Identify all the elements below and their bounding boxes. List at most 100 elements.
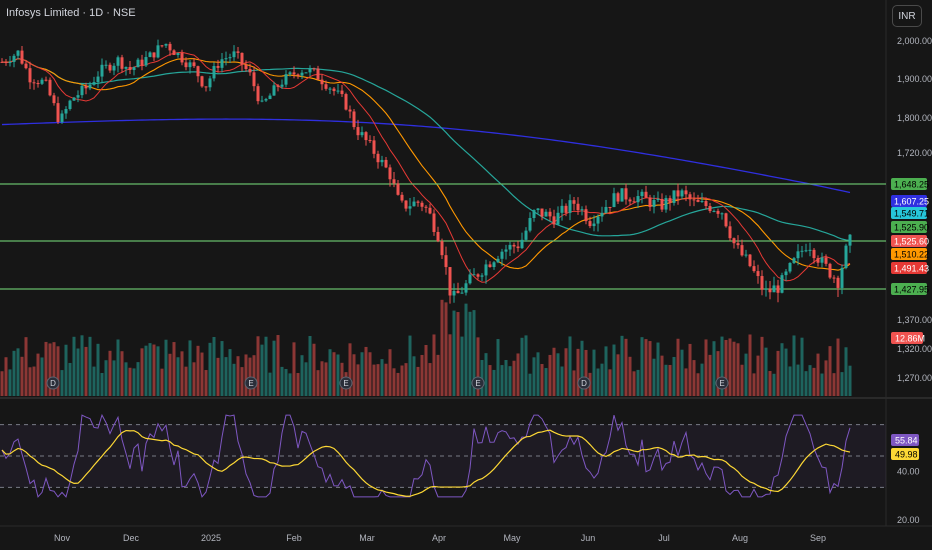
volume-bar [832,373,836,396]
volume-bar [504,359,508,396]
volume-bar [456,312,460,396]
volume-bar [604,346,608,396]
candle-body [808,249,812,251]
volume-bar [380,359,384,396]
candle-body [188,62,192,68]
volume-bar [780,343,784,396]
candle-body [452,290,456,296]
candle-body [144,57,148,66]
volume-bar [64,344,68,396]
volume-bar [188,340,192,396]
volume-bar [768,371,772,396]
event-marker [46,376,60,390]
candle-body [56,103,60,123]
candle-body [788,262,792,272]
candle-body [616,193,620,202]
volume-bar [472,310,476,396]
volume-bar [376,364,380,396]
candle-body [604,206,608,213]
candle-body [396,183,400,195]
volume-bar [600,363,604,396]
candle-body [388,167,392,180]
volume-bar [552,347,556,396]
candle-body [196,66,200,77]
price-badge-label: 1,491.43 [894,264,929,274]
candle-body [76,95,80,98]
time-axis-label: Feb [286,533,302,543]
volume-bar [112,360,116,396]
candle-body [724,213,728,227]
volume-bar [672,356,676,396]
candle-body [296,74,300,76]
candle-body [668,198,672,203]
volume-bar [716,351,720,396]
volume-bar [168,353,172,396]
volume-bar [776,350,780,396]
candle-body [484,264,488,276]
candle-body [812,249,816,259]
candle-body [764,288,768,290]
candle-body [704,201,708,207]
volume-bar [272,340,276,396]
volume-bar [8,369,12,396]
volume-bar [208,342,212,396]
volume-bar [408,335,412,396]
volume-bar [488,365,492,396]
rsi-axis-tick: 40.00 [897,467,920,477]
candle-body [560,205,564,213]
candle-body [268,95,272,100]
candle-body [540,208,544,217]
candle-body [352,111,356,128]
volume-bar [764,347,768,396]
candle-body [264,99,268,101]
candle-body [416,201,420,203]
price-axis-tick: 1,270.00 [897,373,932,383]
candle-body [424,206,428,208]
candle-body [384,159,388,168]
price-axis-tick: 2,000.00 [897,36,932,46]
candle-body [456,290,460,294]
candle-body [600,212,604,217]
candle-body [160,45,164,47]
volume-bar [232,363,236,396]
candle-body [800,250,804,252]
candle-body [16,50,20,56]
price-badge-label: 1,607.25 [894,197,929,207]
candle-body [684,190,688,195]
volume-bar [660,355,664,396]
volume-bar [324,362,328,396]
candle-body [508,244,512,250]
event-marker [339,376,353,390]
time-axis-label: Dec [123,533,140,543]
volume-bar [680,349,684,396]
candle-body [340,90,344,95]
volume-bar [840,372,844,396]
candle-body [488,264,492,268]
volume-bar [692,360,696,396]
volume-bar [724,339,728,396]
candle-body [756,271,760,277]
candle-body [360,132,364,136]
candle-body [700,201,704,203]
candle-body [100,64,104,77]
candle-body [580,209,584,211]
candle-body [548,211,552,217]
candle-body [636,196,640,203]
candle-body [224,58,228,60]
candle-body [480,275,484,277]
price-badge [891,283,927,295]
volume-bar [156,346,160,396]
volume-bar [404,363,408,396]
volume-bar [836,338,840,396]
price-badge-label: 1,549.71 [894,209,929,219]
candle-body [772,285,776,293]
currency-button[interactable]: INR [892,5,922,27]
candle-body [400,194,404,201]
candle-body [116,57,120,66]
volume-bar [96,343,100,396]
candle-body [32,82,36,84]
volume-bar [284,369,288,396]
volume-bar [728,338,732,396]
candle-body [284,74,288,85]
